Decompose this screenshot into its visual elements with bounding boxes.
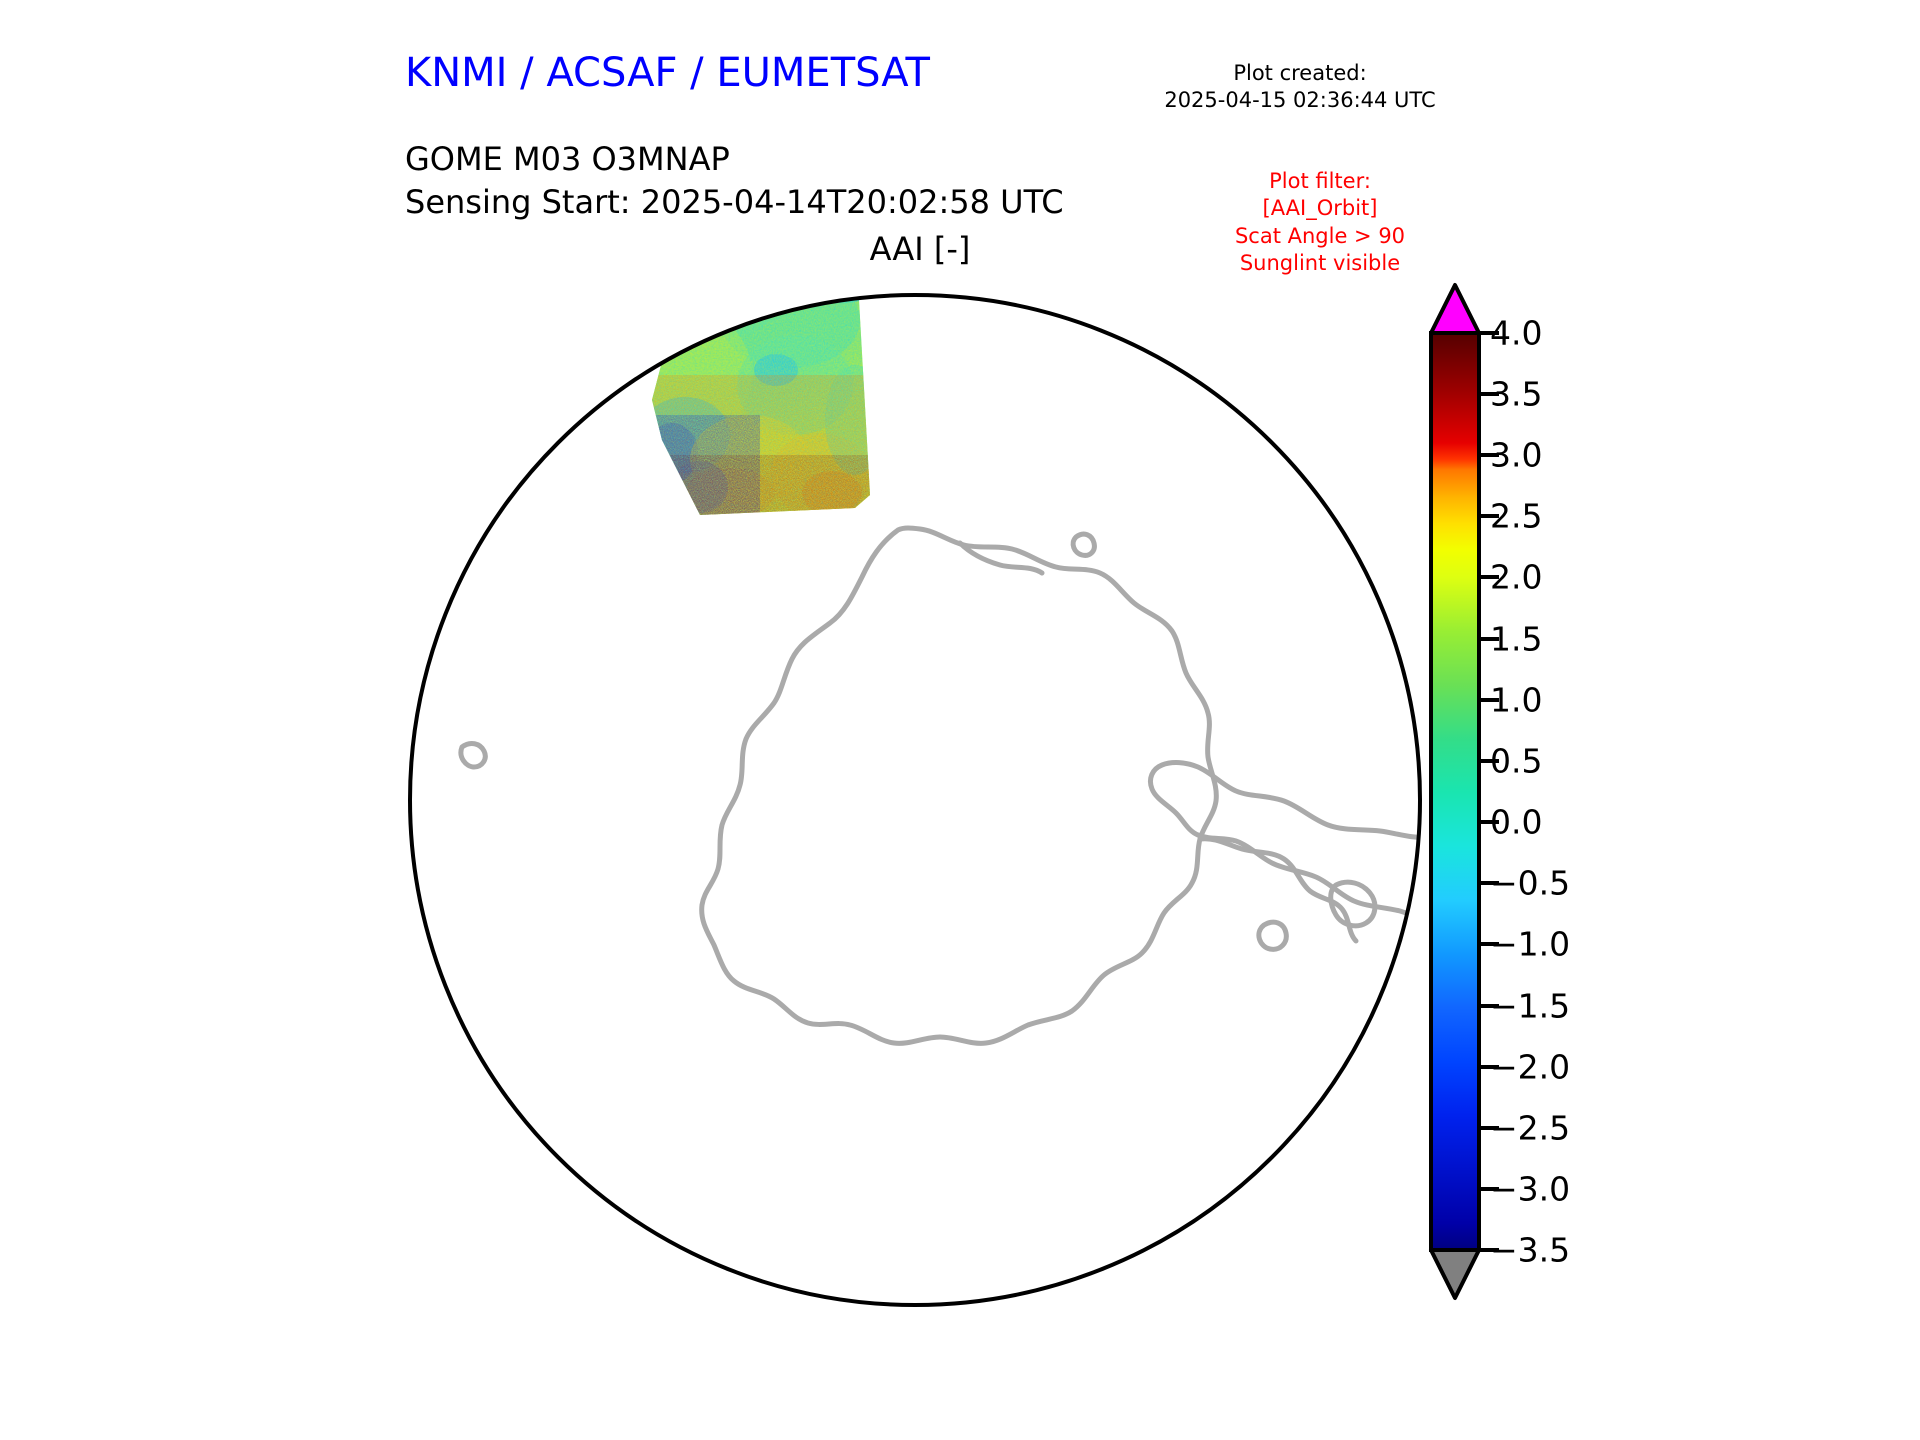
plot-filter-line-3: Sunglint visible bbox=[1239, 250, 1401, 275]
plot-filter-line-2: Scat Angle > 90 bbox=[1234, 223, 1406, 248]
colorbar-over-arrow bbox=[1429, 283, 1481, 335]
plot-filter-title: Plot filter: bbox=[1269, 169, 1371, 193]
colorbar-gradient-cap bbox=[1431, 333, 1479, 443]
plot-created-label: Plot created: bbox=[1233, 61, 1367, 85]
colorbar-tick-label-5: 1.5 bbox=[1490, 619, 1543, 659]
south-america-tip bbox=[1147, 760, 1420, 934]
dataset-info: GOME M03 O3MNAP Sensing Start: 2025-04-1… bbox=[405, 138, 1064, 223]
sensing-start: Sensing Start: 2025-04-14T20:02:58 UTC bbox=[405, 182, 1064, 221]
plot-filter-line-1: [AAI_Orbit] bbox=[1262, 196, 1378, 221]
antarctic-peninsula bbox=[1197, 836, 1359, 944]
colorbar-tick-label-2: 3.0 bbox=[1490, 435, 1543, 475]
plot-filter-block: Plot filter: [AAI_Orbit] Scat Angle > 90… bbox=[1175, 168, 1465, 277]
ross-ice-shelf-edge bbox=[957, 540, 1045, 576]
map-boundary-circle bbox=[408, 293, 1422, 1307]
colorbar-tick-label-7: 0.5 bbox=[1490, 741, 1543, 781]
colorbar-tick-label-4: 2.0 bbox=[1490, 557, 1543, 597]
colorbar-under-arrow bbox=[1429, 1248, 1481, 1300]
island-peninsula-upper-left bbox=[483, 295, 541, 306]
island-speck-mid-right bbox=[1070, 531, 1097, 558]
colorbar-tick-label-15: −3.5 bbox=[1490, 1230, 1571, 1270]
colorbar: 4.0 3.5 3.0 2.5 2.0 1.5 1.0 0.5 0.0 −0.5… bbox=[1425, 275, 1725, 1315]
antarctica-coastline bbox=[699, 525, 1219, 1046]
org-title: KNMI / ACSAF / EUMETSAT bbox=[405, 50, 930, 96]
colorbar-tick-label-10: −1.0 bbox=[1490, 924, 1571, 964]
colorbar-tick-label-12: −2.0 bbox=[1490, 1047, 1571, 1087]
colorbar-tick-label-11: −1.5 bbox=[1490, 986, 1571, 1026]
island-small-upper-left bbox=[523, 295, 580, 331]
coast-fragment-right-edge bbox=[1395, 964, 1420, 1044]
colorbar-tick-label-3: 2.5 bbox=[1490, 496, 1543, 536]
tierra-del-fuego bbox=[1328, 879, 1378, 929]
quantity-title: AAI [-] bbox=[869, 230, 971, 268]
colorbar-tick-label-0: 4.0 bbox=[1490, 313, 1543, 353]
plot-created-value: 2025-04-15 02:36:44 UTC bbox=[1164, 87, 1436, 112]
colorbar-tick-label-1: 3.5 bbox=[1490, 374, 1543, 414]
colorbar-gradient bbox=[1431, 443, 1479, 1250]
island-tiny-lower-left bbox=[458, 741, 488, 770]
colorbar-ticks bbox=[1479, 331, 1499, 1252]
colorbar-tick-label-14: −3.0 bbox=[1490, 1169, 1571, 1209]
globe-disc bbox=[410, 295, 1420, 1305]
colorbar-tick-label-6: 1.0 bbox=[1490, 680, 1543, 720]
dataset-name: GOME M03 O3MNAP bbox=[405, 140, 730, 178]
plot-created-block: Plot created: 2025-04-15 02:36:44 UTC bbox=[1155, 60, 1445, 114]
satellite-swath bbox=[652, 295, 870, 515]
map-plot-area bbox=[400, 225, 1430, 1315]
colorbar-tick-label-13: −2.5 bbox=[1490, 1108, 1571, 1148]
colorbar-tick-label-9: −0.5 bbox=[1490, 863, 1571, 903]
colorbar-tick-label-8: 0.0 bbox=[1490, 802, 1543, 842]
falkland-islands bbox=[1256, 919, 1289, 952]
